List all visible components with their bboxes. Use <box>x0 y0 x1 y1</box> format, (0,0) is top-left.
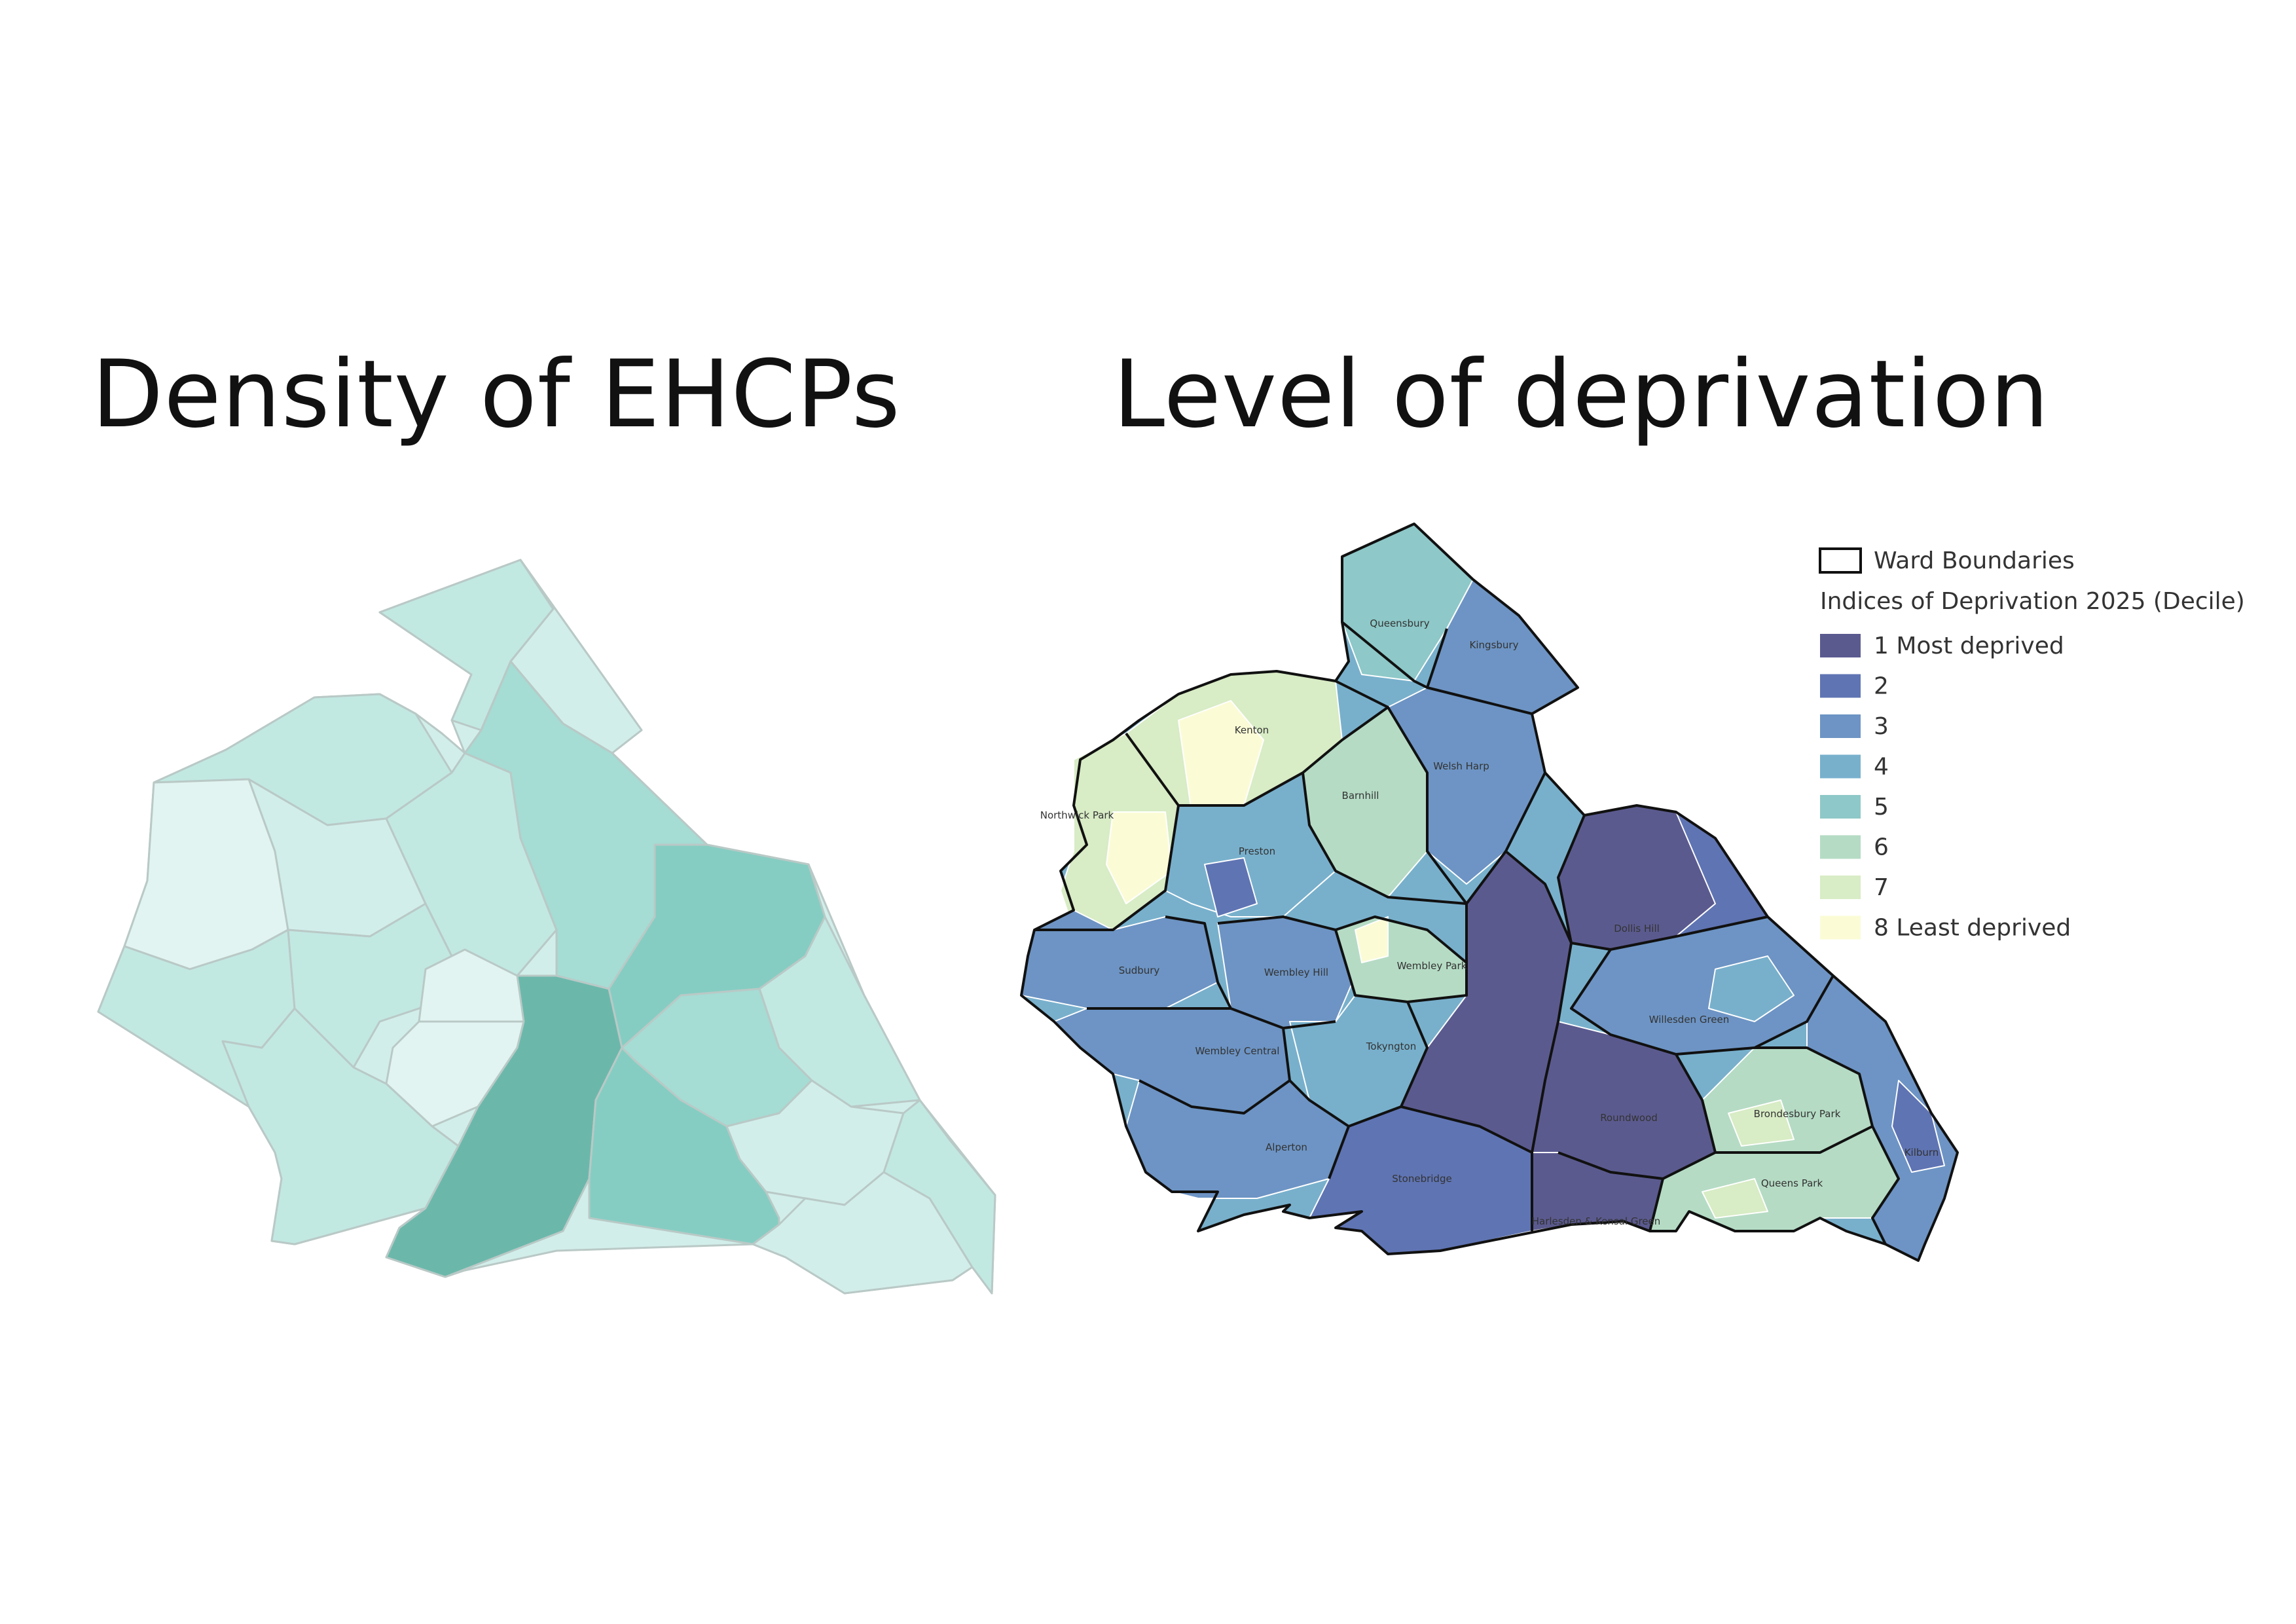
ward-label-roundwood: Roundwood <box>1600 1112 1658 1124</box>
legend-boundary-label: Ward Boundaries <box>1874 547 2075 574</box>
ward-label-queens-park: Queens Park <box>1761 1177 1823 1189</box>
legend-swatch-8 <box>1820 915 1861 940</box>
legend-swatch-6 <box>1820 835 1861 859</box>
ward-label-willesden-green: Willesden Green <box>1649 1014 1730 1025</box>
ward-label-welsh-harp: Welsh Harp <box>1433 760 1489 772</box>
legend-swatch-4 <box>1820 754 1861 779</box>
ward-label-tokyngton: Tokyngton <box>1366 1041 1416 1052</box>
ward-boundary-lines <box>1034 621 1900 1245</box>
ehcp-map-title: Density of EHCPs <box>92 341 901 449</box>
ward-label-alperton: Alperton <box>1266 1141 1307 1153</box>
legend-swatch-1 <box>1820 634 1861 657</box>
ward-label-wembley-hill: Wembley Hill <box>1264 967 1328 978</box>
zone-northwick-least <box>1106 811 1173 904</box>
legend-heading: Indices of Deprivation 2025 (Decile) <box>1820 588 2245 615</box>
legend-label-1: 1 Most deprived <box>1874 633 2064 659</box>
ward-label-harlesden-kensal-green: Harlesden & Kensal Green <box>1532 1215 1661 1227</box>
legend-boundary-swatch <box>1819 547 1862 574</box>
legend-label-8: 8 Least deprived <box>1874 915 2071 942</box>
zone-kenton-least <box>1178 700 1264 813</box>
ward-label-kenton: Kenton <box>1235 724 1269 736</box>
ward-label-preston: Preston <box>1239 845 1275 857</box>
zone-queens-park-light <box>1702 1178 1768 1219</box>
ehcp-ward-east-edge <box>883 1099 996 1295</box>
ward-label-northwick-park: Northwick Park <box>1040 809 1114 821</box>
ward-label-wembley-central: Wembley Central <box>1195 1045 1280 1057</box>
zone-wembley-park-least <box>1355 916 1389 963</box>
ward-label-dollis-hill: Dollis Hill <box>1614 923 1660 934</box>
ward-label-brondesbury-park: Brondesbury Park <box>1754 1108 1841 1120</box>
zone-kilburn-dep <box>1891 1080 1945 1173</box>
legend-label-6: 6 <box>1874 834 1889 861</box>
legend-label-2: 2 <box>1874 673 1889 700</box>
ehcp-ward-south-center <box>588 1046 780 1246</box>
legend-label-3: 3 <box>1874 713 1889 740</box>
ward-label-sudbury: Sudbury <box>1119 965 1160 976</box>
zone-willesden-light <box>1708 955 1795 1022</box>
ward-label-kilburn: Kilburn <box>1904 1147 1939 1158</box>
legend-label-7: 7 <box>1874 874 1889 901</box>
legend-swatch-3 <box>1820 714 1861 738</box>
ehcp-ward-southwest <box>221 1007 460 1246</box>
legend-swatch-2 <box>1820 674 1861 698</box>
ward-label-barnhill: Barnhill <box>1342 790 1379 802</box>
zone-preston-dep <box>1204 857 1258 917</box>
borough-boundary <box>1020 523 1959 1262</box>
legend-swatch-5 <box>1820 795 1861 819</box>
ward-label-wembley-park: Wembley Park <box>1397 960 1467 972</box>
ehcp-ward-darkest <box>385 974 623 1278</box>
legend-label-4: 4 <box>1874 754 1889 781</box>
zone-brondesbury-light <box>1728 1099 1795 1147</box>
legend-label-5: 5 <box>1874 794 1889 821</box>
deprivation-map-title: Level of deprivation <box>1113 341 2050 449</box>
ward-label-kingsbury: Kingsbury <box>1470 639 1519 651</box>
ward-label-queensbury: Queensbury <box>1370 618 1429 629</box>
legend-swatch-7 <box>1820 876 1861 899</box>
ward-label-stonebridge: Stonebridge <box>1392 1173 1451 1185</box>
